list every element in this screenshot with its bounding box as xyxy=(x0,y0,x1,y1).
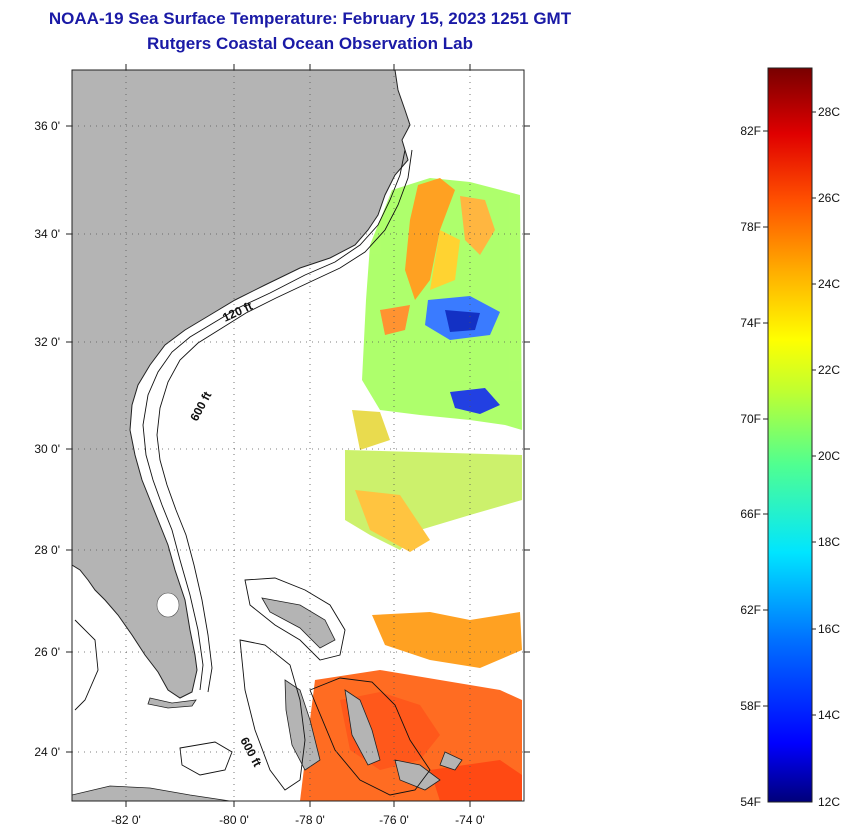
colorbar-label-f: 82F xyxy=(740,124,761,138)
depth-contours xyxy=(74,149,431,796)
map-frame xyxy=(71,69,525,802)
colorbar-label-f: 78F xyxy=(740,220,761,234)
colorbar-label-c: 18C xyxy=(818,535,840,549)
colorbar-label-f: 74F xyxy=(740,316,761,330)
colorbar-label-c: 26C xyxy=(818,191,840,205)
lake-okeechobee xyxy=(156,592,180,618)
colorbar-label-c: 28C xyxy=(818,105,840,119)
lat-label: 34 0' xyxy=(34,227,60,241)
lon-label: -78 0' xyxy=(295,813,325,827)
map-title: NOAA-19 Sea Surface Temperature: Februar… xyxy=(48,9,572,28)
colorbar-label-c: 20C xyxy=(818,449,840,463)
colorbar-label-f: 70F xyxy=(740,412,761,426)
colorbar-label-c: 24C xyxy=(818,277,840,291)
colorbar-label-f: 58F xyxy=(740,699,761,713)
lon-label: -76 0' xyxy=(379,813,409,827)
lat-label: 28 0' xyxy=(34,543,60,557)
lon-label: -74 0' xyxy=(455,813,485,827)
latitude-labels: 36 0' 34 0' 32 0' 30 0' 28 0' 26 0' 24 0… xyxy=(34,119,60,759)
lat-label: 30 0' xyxy=(34,442,60,456)
axis-ticks xyxy=(66,64,530,807)
land-us-coast xyxy=(72,70,411,699)
lat-label: 24 0' xyxy=(34,745,60,759)
lat-label: 26 0' xyxy=(34,645,60,659)
land-bahamas xyxy=(261,597,463,791)
lon-label: -82 0' xyxy=(111,813,141,827)
colorbar-label-f: 66F xyxy=(740,507,761,521)
colorbar-label-f: 54F xyxy=(740,795,761,809)
colorbar-label-c: 16C xyxy=(818,622,840,636)
sst-data-swath xyxy=(300,178,522,801)
colorbar-scale xyxy=(767,67,813,803)
longitude-labels: -82 0' -80 0' -78 0' -76 0' -74 0' xyxy=(111,813,485,827)
colorbar-label-f: 62F xyxy=(740,603,761,617)
colorbar: 82F 78F 74F 70F 66F 62F 58F 54F 28C 26C … xyxy=(740,67,840,809)
land-florida-keys xyxy=(147,697,197,709)
map-subtitle: Rutgers Coastal Ocean Observation Lab xyxy=(147,34,473,53)
colorbar-label-c: 14C xyxy=(818,708,840,722)
lon-label: -80 0' xyxy=(219,813,249,827)
lat-label: 32 0' xyxy=(34,335,60,349)
lat-label: 36 0' xyxy=(34,119,60,133)
land-cuba xyxy=(72,785,231,801)
colorbar-label-c: 22C xyxy=(818,363,840,377)
colorbar-label-c: 12C xyxy=(818,795,840,809)
